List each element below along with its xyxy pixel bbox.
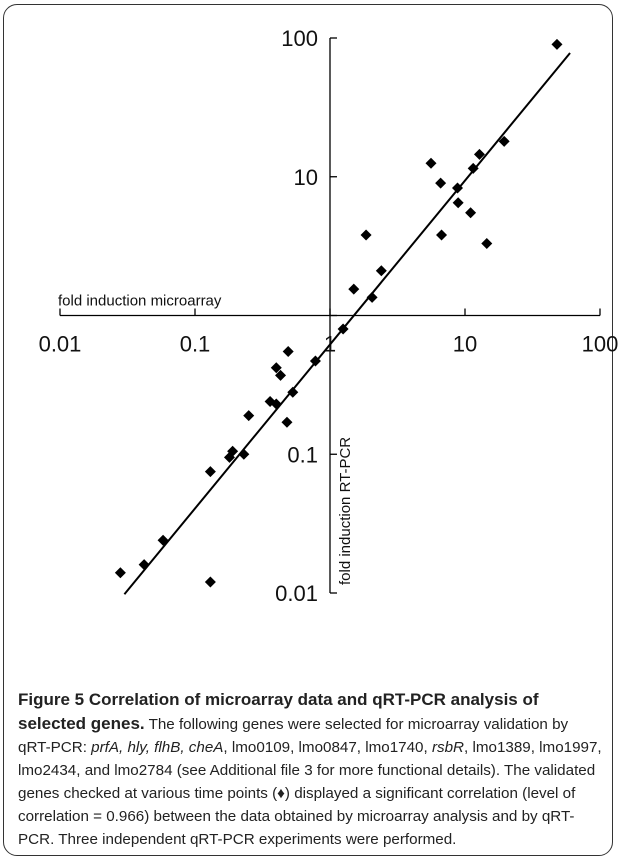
data-point bbox=[465, 207, 477, 219]
y-tick-label: 0.01 bbox=[275, 581, 318, 606]
data-point bbox=[435, 177, 447, 189]
caption-body-3: , lmo1389, lmo1997, lmo2434, and lmo2784… bbox=[18, 739, 602, 848]
data-point bbox=[243, 410, 255, 422]
caption-body-1: The following genes were selected for mi… bbox=[18, 716, 569, 756]
x-axis-label: fold induction microarray bbox=[58, 293, 222, 310]
caption-genes-italic: prfA, hly, flhB, cheA bbox=[91, 739, 224, 756]
data-point bbox=[227, 445, 239, 457]
data-point bbox=[498, 135, 510, 147]
data-point bbox=[348, 283, 360, 295]
data-point bbox=[275, 369, 287, 381]
caption-title: Figure 5 Correlation of microarray data … bbox=[18, 690, 539, 733]
figure-frame bbox=[3, 4, 613, 856]
data-point bbox=[281, 416, 293, 428]
data-point bbox=[551, 38, 563, 50]
data-point bbox=[481, 238, 493, 250]
x-tick-label: 10 bbox=[453, 332, 477, 357]
data-point bbox=[473, 148, 485, 160]
x-tick-label: 0.01 bbox=[39, 332, 82, 357]
caption-rsbr-italic: rsbR bbox=[431, 739, 465, 756]
data-point bbox=[436, 229, 448, 241]
data-point bbox=[114, 567, 126, 579]
data-point bbox=[366, 291, 378, 303]
y-axis-label: fold induction RT-PCR bbox=[337, 437, 354, 585]
data-point bbox=[287, 386, 299, 398]
x-tick-label: 100 bbox=[582, 332, 619, 357]
data-point bbox=[467, 162, 479, 174]
y-tick-label: 10 bbox=[294, 165, 318, 190]
trendline bbox=[123, 52, 571, 595]
data-point bbox=[375, 265, 387, 277]
y-tick-label: 0.1 bbox=[287, 442, 318, 467]
data-point bbox=[282, 346, 294, 358]
data-point bbox=[360, 229, 372, 241]
data-point bbox=[452, 197, 464, 209]
data-point bbox=[204, 576, 216, 588]
data-point bbox=[270, 362, 282, 374]
axes bbox=[59, 37, 601, 594]
y-tick-label: 100 bbox=[281, 26, 318, 51]
data-point bbox=[425, 157, 437, 169]
figure-caption: Figure 5 Correlation of microarray data … bbox=[18, 688, 604, 851]
x-tick-label: 0.1 bbox=[180, 332, 211, 357]
caption-body-2: , lmo0109, lmo0847, lmo1740, bbox=[223, 739, 432, 756]
data-point bbox=[204, 466, 216, 478]
